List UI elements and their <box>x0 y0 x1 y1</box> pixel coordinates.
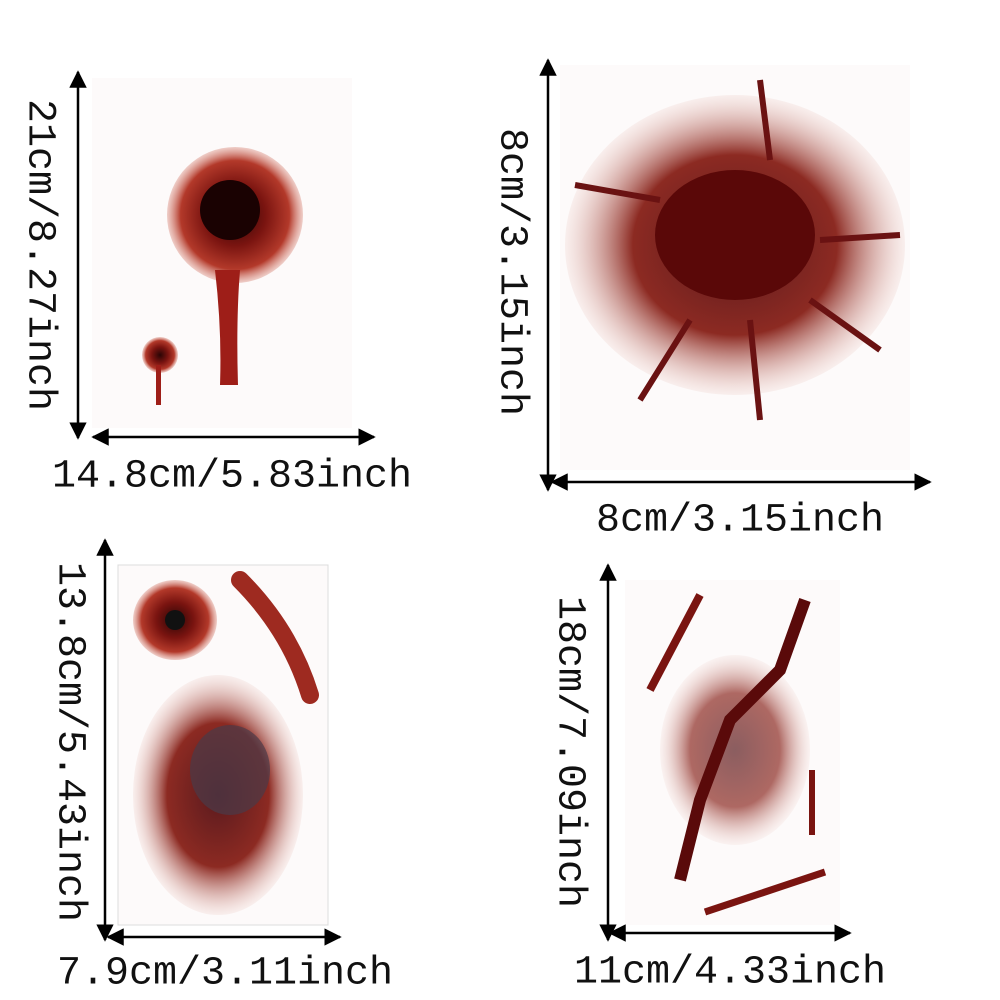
wound <box>200 180 260 240</box>
width-label: 7.9cm/3.11inch <box>57 952 393 997</box>
wound <box>574 79 901 421</box>
width-label: 11cm/4.33inch <box>574 951 886 996</box>
height-label: 21cm/8.27inch <box>16 99 61 411</box>
sticker-panel: 8cm/3.15inch 8cm/3.15inch <box>488 58 932 544</box>
wound <box>674 597 811 882</box>
width-label: 14.8cm/5.83inch <box>52 455 412 500</box>
wound <box>660 655 810 845</box>
height-label: 8cm/3.15inch <box>488 128 533 416</box>
wound <box>142 337 178 373</box>
wound <box>655 170 815 300</box>
height-label: 13.8cm/5.43inch <box>46 562 91 922</box>
wound <box>190 725 270 815</box>
wound <box>703 868 827 916</box>
wound <box>231 571 319 704</box>
sticker-panel: 21cm/8.27inch 14.8cm/5.83inch <box>16 70 412 500</box>
wound <box>646 593 704 692</box>
height-label: 18cm/7.09inch <box>546 596 591 908</box>
width-label: 8cm/3.15inch <box>596 499 884 544</box>
sticker-panel: 18cm/7.09inch 11cm/4.33inch <box>546 563 886 996</box>
sticker-panel: 13.8cm/5.43inch 7.9cm/3.11inch <box>46 538 393 997</box>
wound <box>165 610 185 630</box>
wound <box>215 270 240 385</box>
wound <box>156 365 161 405</box>
